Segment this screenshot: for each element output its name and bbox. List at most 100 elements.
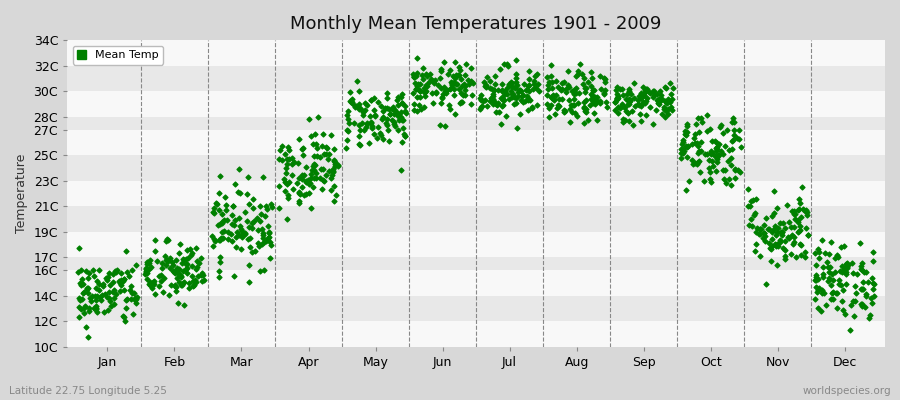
Point: [260, 235, 274, 242]
Point: [212, 190, 226, 196]
Point: [749, 241, 763, 247]
Point: [306, 184, 320, 190]
Point: [540, 86, 554, 92]
Point: [584, 82, 598, 89]
Point: [297, 172, 311, 178]
Point: [391, 102, 405, 108]
Point: [744, 198, 759, 205]
Point: [381, 126, 395, 133]
Point: [515, 93, 529, 99]
Point: [349, 103, 364, 109]
Point: [197, 277, 211, 284]
Point: [703, 176, 717, 182]
Point: [674, 150, 688, 156]
Point: [845, 298, 859, 304]
Point: [846, 313, 860, 320]
Point: [623, 98, 637, 104]
Point: [793, 200, 807, 206]
Point: [513, 87, 527, 93]
Point: [495, 88, 509, 94]
Point: [518, 98, 533, 104]
Point: [651, 100, 665, 106]
Point: [176, 280, 190, 286]
Point: [765, 236, 779, 242]
Point: [580, 117, 595, 123]
Point: [770, 241, 784, 247]
Point: [778, 252, 792, 259]
Point: [863, 311, 878, 318]
Point: [679, 132, 693, 139]
Point: [444, 84, 458, 91]
Point: [699, 112, 714, 118]
Point: [664, 104, 679, 110]
Point: [231, 231, 246, 238]
Point: [546, 96, 561, 102]
Point: [634, 102, 648, 109]
Point: [191, 273, 205, 279]
Point: [590, 96, 604, 103]
Point: [251, 227, 266, 234]
Point: [771, 225, 786, 231]
Title: Monthly Mean Temperatures 1901 - 2009: Monthly Mean Temperatures 1901 - 2009: [291, 15, 662, 33]
Point: [140, 269, 154, 276]
Point: [394, 93, 409, 100]
Point: [320, 145, 334, 152]
Point: [845, 260, 859, 267]
Point: [834, 244, 849, 250]
Point: [504, 79, 518, 86]
Point: [421, 78, 436, 85]
Point: [626, 122, 641, 128]
Point: [454, 76, 468, 82]
Point: [306, 162, 320, 169]
Point: [562, 97, 576, 104]
Point: [419, 88, 434, 94]
Point: [572, 71, 586, 77]
Point: [616, 104, 631, 110]
Point: [778, 238, 793, 245]
Point: [579, 106, 593, 112]
Point: [822, 250, 836, 257]
Point: [812, 248, 826, 255]
Point: [574, 70, 589, 77]
Point: [842, 327, 857, 334]
Point: [434, 65, 448, 72]
Point: [551, 84, 565, 90]
Point: [705, 150, 719, 157]
Point: [828, 269, 842, 276]
Point: [250, 240, 265, 246]
Point: [522, 88, 536, 94]
Point: [241, 224, 256, 230]
Point: [709, 154, 724, 160]
Point: [852, 239, 867, 246]
Point: [362, 140, 376, 146]
Point: [690, 140, 705, 147]
Point: [615, 103, 629, 109]
Point: [216, 234, 230, 241]
Point: [774, 229, 788, 236]
Point: [108, 268, 122, 274]
Point: [788, 211, 803, 218]
Point: [426, 78, 440, 84]
Point: [315, 142, 329, 149]
Point: [750, 225, 764, 231]
Point: [157, 289, 171, 295]
Point: [139, 266, 153, 272]
Point: [360, 121, 374, 127]
Point: [599, 104, 614, 110]
Point: [508, 71, 523, 78]
Point: [382, 138, 397, 144]
Point: [521, 83, 535, 89]
Point: [835, 268, 850, 275]
Point: [461, 77, 475, 84]
Point: [841, 260, 855, 266]
Point: [84, 298, 98, 304]
Point: [299, 179, 313, 185]
Point: [97, 290, 112, 297]
Point: [246, 205, 260, 211]
Point: [579, 109, 593, 115]
Point: [292, 198, 306, 204]
Point: [313, 175, 328, 182]
Point: [770, 229, 784, 236]
Point: [240, 191, 255, 198]
Point: [836, 287, 850, 293]
